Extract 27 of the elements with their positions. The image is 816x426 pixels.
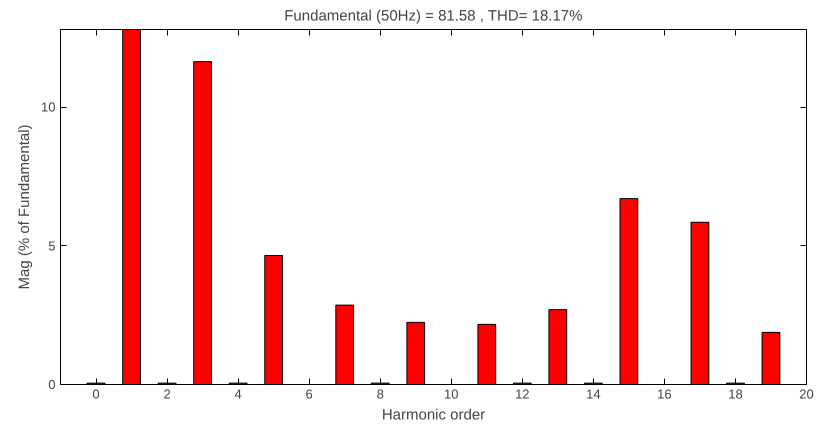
bar	[335, 304, 354, 384]
bar	[762, 332, 780, 384]
bar	[548, 309, 568, 384]
y-tick-label: 10	[41, 100, 56, 115]
bar	[690, 222, 710, 384]
x-tick-label: 4	[234, 386, 242, 402]
y-axis-title: Mag (% of Fundamental)	[16, 124, 34, 290]
x-tick-label: 20	[799, 386, 814, 402]
x-tick-label: 8	[376, 386, 384, 402]
chart-title: Fundamental (50Hz) = 81.58 , THD= 18.17%	[284, 8, 582, 24]
bar	[193, 61, 212, 384]
bar	[620, 198, 638, 384]
x-tick-label: 16	[657, 386, 672, 402]
x-tick-label: 2	[163, 386, 171, 402]
y-tick-label: 0	[48, 377, 56, 392]
bar	[122, 30, 141, 384]
x-tick-label: 18	[728, 386, 743, 402]
x-tick-label: 14	[586, 386, 601, 402]
x-tick-label: 6	[306, 386, 313, 402]
x-tick-label: 12	[515, 386, 530, 402]
bar	[477, 324, 496, 384]
x-tick-label: 10	[444, 386, 458, 402]
bar	[264, 255, 284, 384]
y-tick-label: 5	[48, 238, 56, 254]
x-tick-label: 0	[92, 386, 100, 402]
x-axis-title: Harmonic order	[382, 406, 486, 424]
bar	[406, 322, 426, 384]
